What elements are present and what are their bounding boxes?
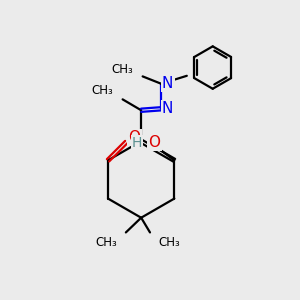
Text: O: O (148, 135, 160, 150)
Text: CH₃: CH₃ (112, 63, 133, 76)
Text: N: N (162, 76, 173, 91)
Text: H: H (132, 136, 142, 150)
Text: N: N (162, 101, 173, 116)
Text: O: O (128, 130, 140, 145)
Text: CH₃: CH₃ (92, 84, 113, 97)
Text: CH₃: CH₃ (158, 236, 180, 249)
Text: CH₃: CH₃ (95, 236, 117, 249)
